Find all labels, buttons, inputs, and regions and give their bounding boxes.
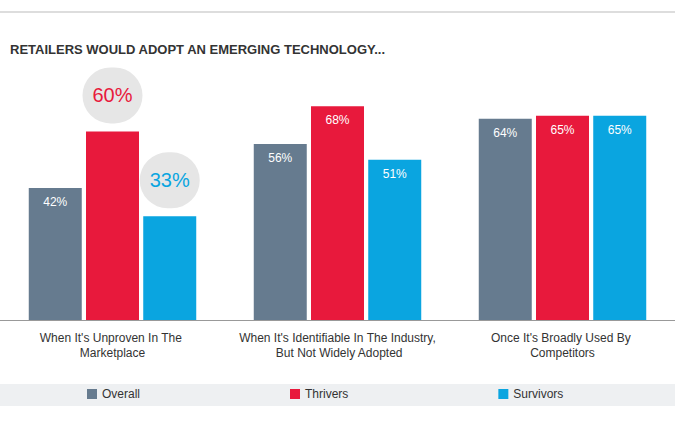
svg-text:Thrivers: Thrivers: [305, 387, 348, 401]
svg-text:Overall: Overall: [102, 387, 140, 401]
svg-text:When It's Unproven In The: When It's Unproven In The: [40, 331, 185, 345]
svg-text:51%: 51%: [383, 167, 407, 181]
svg-text:42%: 42%: [43, 195, 67, 209]
svg-text:56%: 56%: [268, 151, 292, 165]
svg-text:33%: 33%: [150, 169, 190, 191]
svg-text:Once It's Broadly Used By: Once It's Broadly Used By: [491, 331, 634, 345]
svg-text:68%: 68%: [325, 113, 349, 127]
svg-text:Survivors: Survivors: [513, 387, 563, 401]
svg-text:But Not Widely Adopted: But Not Widely Adopted: [272, 346, 402, 360]
svg-text:65%: 65%: [608, 123, 632, 137]
svg-text:64%: 64%: [493, 126, 517, 140]
svg-text:When It's Identifiable In The: When It's Identifiable In The Industry,: [239, 331, 436, 345]
svg-text:65%: 65%: [550, 123, 574, 137]
svg-text:Marketplace: Marketplace: [80, 346, 146, 360]
svg-text:Competitors: Competitors: [530, 346, 595, 360]
svg-text:60%: 60%: [92, 84, 132, 106]
svg-text:RETAILERS WOULD ADOPT AN EMERG: RETAILERS WOULD ADOPT AN EMERGING TECHNO…: [10, 42, 385, 57]
